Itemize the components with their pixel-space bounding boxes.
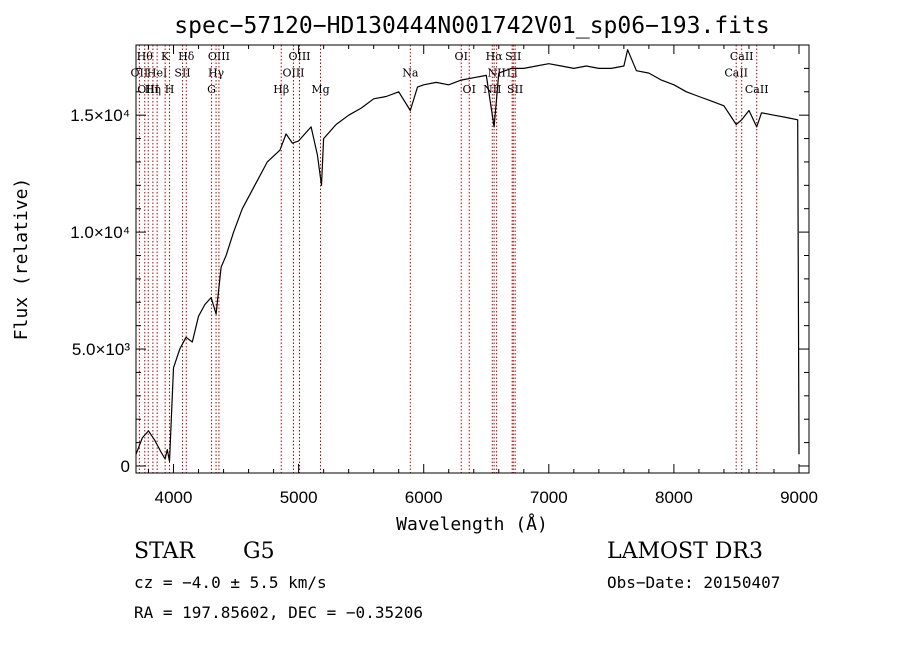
object-subclass: G5	[243, 539, 275, 564]
x-tick-label: 7000	[530, 488, 568, 507]
y-tick-label: 1.0×10⁴	[70, 223, 130, 242]
spectrum-series	[135, 49, 800, 462]
y-tick-label: 1.5×10⁴	[70, 106, 130, 125]
spectral-line-label: OIII	[282, 67, 304, 80]
redshift-cz: cz = −4.0 ± 5.5 km/s	[134, 573, 327, 592]
spectral-line-label: OIII	[208, 50, 230, 63]
x-tick-label: 8000	[655, 488, 693, 507]
y-tick-label: 0	[121, 457, 130, 476]
y-tick-label: 5.0×10³	[72, 340, 130, 359]
spectral-lines: OIIHθOIIIHηHeIKHSIIHδGHγOIIIHβOIIIOIIIMg…	[131, 45, 769, 473]
spectral-line-label: SII	[505, 50, 521, 63]
spectral-line-label: HeI	[147, 67, 167, 80]
spectral-line-label: OI	[455, 50, 468, 63]
spectral-line-label: Mg	[311, 83, 329, 96]
spectral-line-label: G	[207, 83, 216, 96]
spectral-line-label: OIII	[137, 83, 159, 96]
spectral-line-label: OI	[463, 83, 476, 96]
spectral-line-label: SII	[174, 67, 190, 80]
spectral-line-label: Hθ	[137, 50, 154, 63]
spectral-line-label: Na	[402, 67, 419, 80]
spectrum-line	[135, 49, 800, 462]
spectral-line-label: Hβ	[273, 83, 289, 96]
object-class: STAR	[134, 539, 195, 564]
x-tick-label: 4000	[155, 488, 193, 507]
y-axis-label: Flux (relative)	[11, 178, 32, 341]
spectral-line-label: K	[161, 50, 170, 63]
survey-name: LAMOST DR3	[607, 539, 763, 564]
x-axis-label: Wavelength (Å)	[396, 513, 548, 535]
plot-frame	[135, 44, 810, 474]
spectral-line-label: Li	[507, 67, 518, 80]
x-tick-label: 6000	[405, 488, 443, 507]
observation-date: Obs−Date: 20150407	[607, 573, 781, 592]
ra-dec-coordinates: RA = 197.85602, DEC = −0.35206	[134, 603, 423, 622]
spectral-line-label: Hγ	[208, 67, 225, 80]
spectral-line-label: CaII	[730, 50, 754, 63]
spectral-line-label: NII	[487, 67, 505, 80]
x-tick-label: 5000	[280, 488, 318, 507]
spectral-line-label: Hα	[486, 50, 504, 63]
spectral-line-label: CaII	[745, 83, 769, 96]
spectral-line-label: CaII	[724, 67, 748, 80]
spectral-line-label: SII	[507, 83, 523, 96]
spectral-line-label: H	[165, 83, 175, 96]
spectral-line-label: NII	[483, 83, 501, 96]
chart-title: spec−57120−HD130444N001742V01_sp06−193.f…	[174, 13, 769, 39]
spectral-line-label: Hη	[145, 83, 161, 96]
spectral-line-label: Hδ	[178, 50, 195, 63]
spectral-line-label: OII	[131, 67, 149, 80]
spectral-line-label: OIII	[288, 50, 310, 63]
axes: 4000 5000 6000 7000 8000 9000 0 5.0×10³ 1.0×10⁴ 1…	[70, 45, 818, 507]
x-tick-label: 9000	[780, 488, 818, 507]
